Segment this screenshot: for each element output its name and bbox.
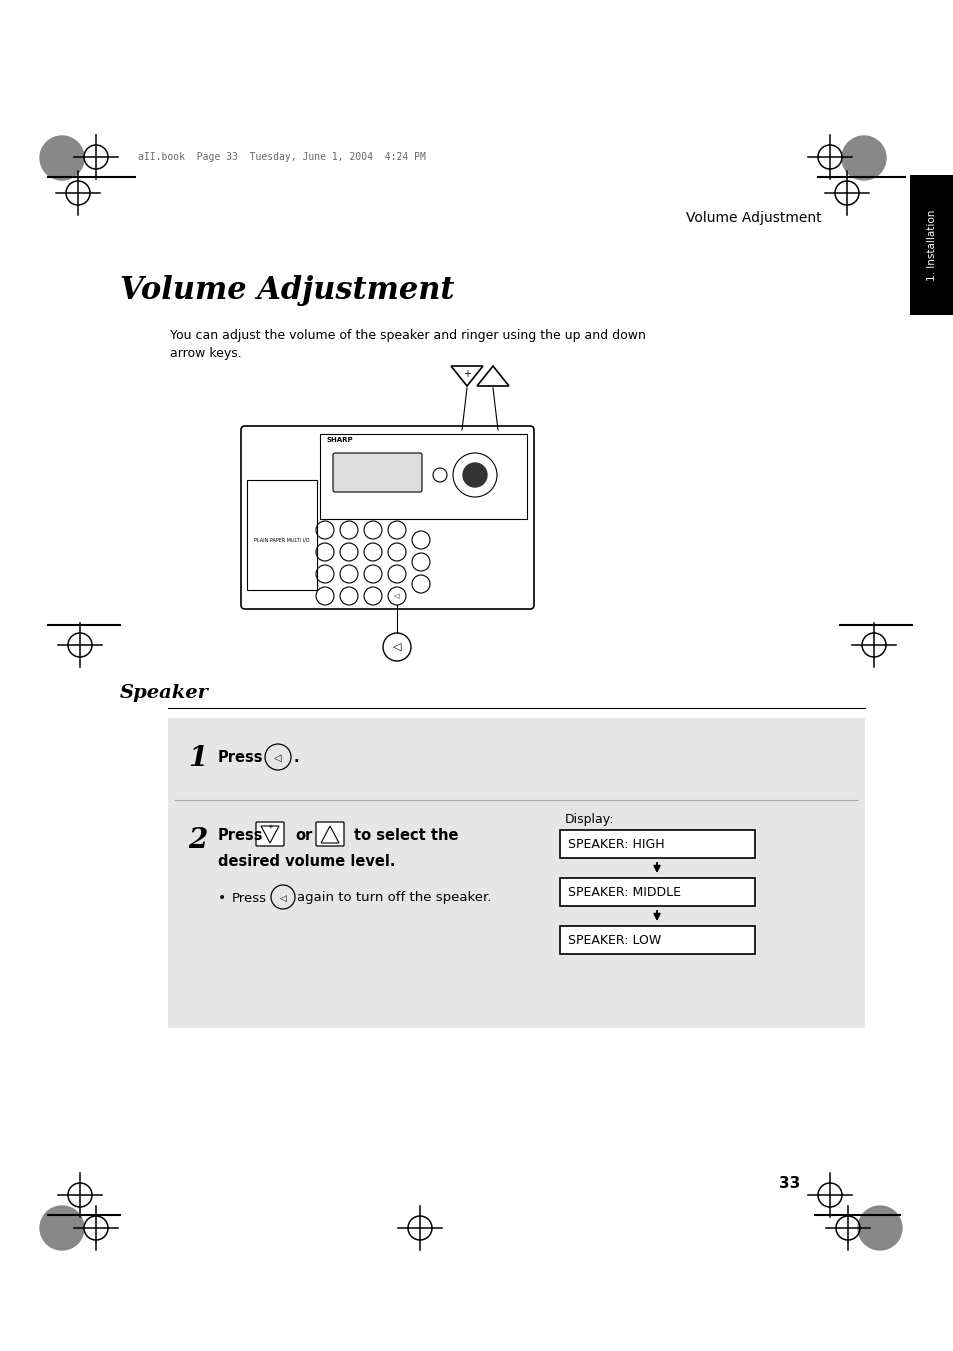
Bar [909,176,953,315]
Text: SHARP: SHARP [327,436,354,443]
Text: +: + [267,824,273,830]
Text: SPEAKER: HIGH: SPEAKER: HIGH [567,838,664,851]
Circle shape [462,463,486,486]
Text: Display:: Display: [564,813,614,827]
FancyBboxPatch shape [255,821,284,846]
Bar [247,480,316,590]
FancyBboxPatch shape [241,426,534,609]
Bar [168,717,864,1028]
Circle shape [841,136,885,180]
Text: Volume Adjustment: Volume Adjustment [120,274,454,305]
Bar [559,925,754,954]
Text: to select the: to select the [354,828,458,843]
Text: .: . [294,751,299,766]
Circle shape [40,1206,84,1250]
Text: Speaker: Speaker [120,684,209,703]
Text: aII.book  Page 33  Tuesday, June 1, 2004  4:24 PM: aII.book Page 33 Tuesday, June 1, 2004 4… [138,153,425,162]
Text: or: or [294,828,312,843]
Text: ◁: ◁ [274,753,281,763]
Bar [559,878,754,907]
Text: Press: Press [232,892,267,905]
Text: 2: 2 [188,827,207,854]
Text: 1: 1 [188,744,207,771]
Text: ◁: ◁ [393,642,401,653]
FancyBboxPatch shape [315,821,344,846]
Text: desired volume level.: desired volume level. [218,854,395,870]
Text: SPEAKER: MIDDLE: SPEAKER: MIDDLE [567,885,680,898]
Text: Press: Press [218,751,263,766]
Text: ◁: ◁ [279,893,286,902]
Text: 1. Installation: 1. Installation [926,209,936,281]
Text: You can adjust the volume of the speaker and ringer using the up and down: You can adjust the volume of the speaker… [170,330,645,343]
Text: SPEAKER: LOW: SPEAKER: LOW [567,934,660,947]
Circle shape [40,136,84,180]
Bar [559,830,754,858]
FancyBboxPatch shape [333,453,421,492]
Bar [319,434,526,519]
Text: 33: 33 [779,1175,800,1190]
Text: ◁: ◁ [394,593,399,598]
Text: •: • [218,892,226,905]
Text: again to turn off the speaker.: again to turn off the speaker. [296,892,491,905]
Text: Press: Press [218,828,263,843]
Text: PLAIN PAPER MULTI I/O: PLAIN PAPER MULTI I/O [254,538,310,543]
Text: arrow keys.: arrow keys. [170,347,241,361]
Text: +: + [462,369,471,380]
Text: Volume Adjustment: Volume Adjustment [685,211,821,226]
Circle shape [857,1206,901,1250]
